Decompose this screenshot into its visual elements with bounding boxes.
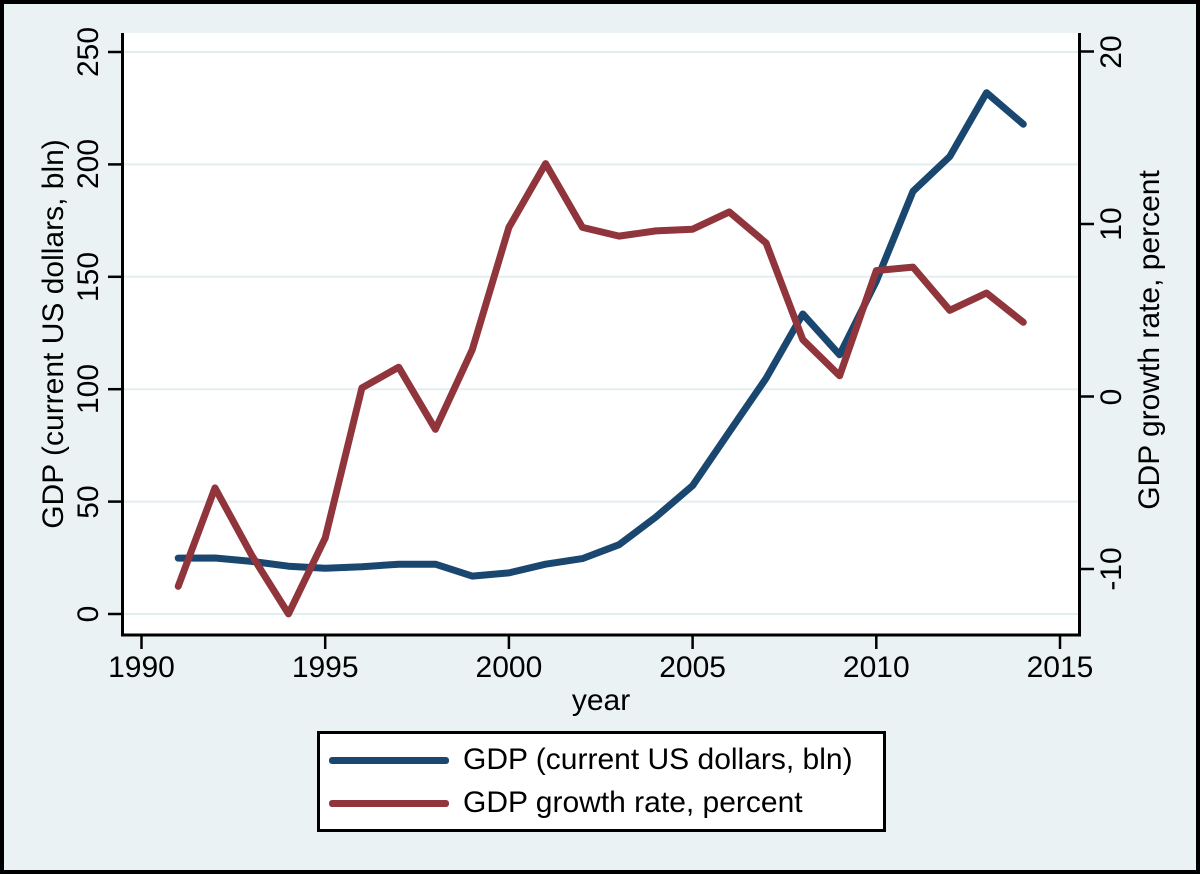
legend-label-gdp: GDP (current US dollars, bln) [463, 743, 853, 776]
x-tick-label: 2000 [475, 651, 543, 684]
y-left-tick-label: 50 [72, 484, 105, 519]
gdp-line [174, 89, 1027, 580]
x-tick-label: 1990 [108, 651, 175, 684]
y-right-tick-label: 0 [1095, 388, 1128, 405]
y-left-tick-label: 150 [72, 251, 105, 302]
y-left-tick-label: 0 [72, 605, 105, 623]
legend-swatch-growth-line [329, 799, 449, 807]
legend-item-growth: GDP growth rate, percent [320, 786, 883, 820]
x-tick-label: 2015 [1026, 651, 1094, 684]
y-right-tick-label: -10 [1095, 547, 1128, 591]
y-right-tick-label: 10 [1095, 207, 1128, 241]
plot-area [121, 33, 1080, 635]
y-left-tick-label: 100 [72, 364, 105, 415]
x-tick-label: 1995 [291, 651, 359, 684]
x-axis-title: year [571, 684, 631, 717]
x-tick-label: 2005 [659, 651, 726, 684]
y-right-tick-label: 20 [1095, 34, 1128, 69]
y-left-tick-label: 250 [72, 26, 105, 78]
legend-swatch-gdp-line [329, 756, 449, 764]
x-tick-label: 2010 [842, 651, 910, 684]
legend: GDP (current US dollars, bln) GDP growth… [317, 731, 886, 832]
y-left-tick-label: 200 [72, 139, 105, 190]
growth-rate-line [174, 160, 1027, 618]
legend-label-growth: GDP growth rate, percent [463, 786, 803, 819]
legend-item-gdp: GDP (current US dollars, bln) [320, 743, 883, 777]
